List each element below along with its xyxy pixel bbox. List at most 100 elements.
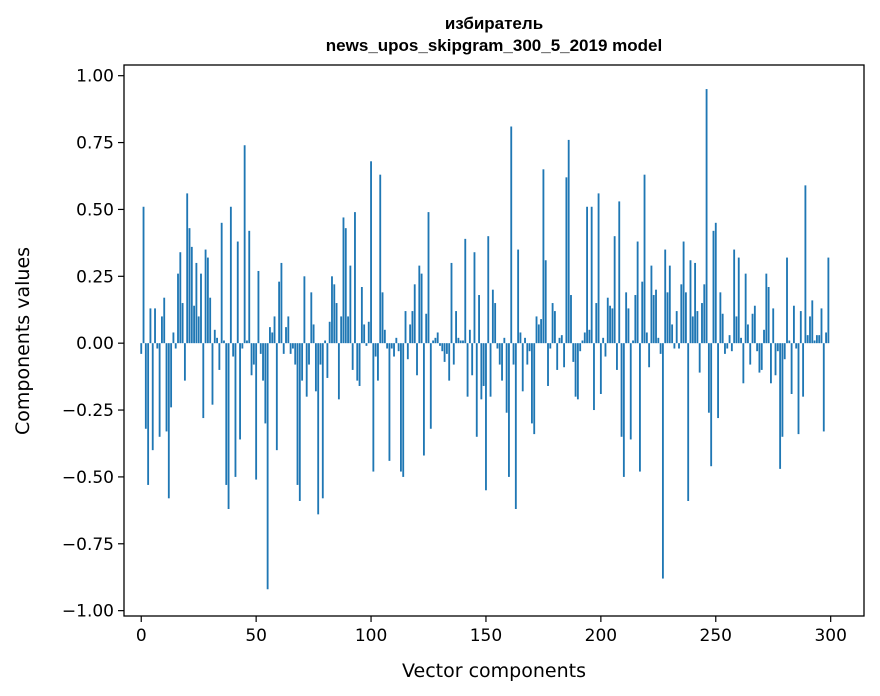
bar-component-75 bbox=[312, 324, 315, 344]
bar-component-149 bbox=[482, 343, 485, 386]
bar-component-181 bbox=[556, 343, 559, 370]
bar-component-61 bbox=[280, 262, 283, 344]
bar-component-86 bbox=[337, 343, 340, 400]
bar-component-141 bbox=[464, 238, 467, 344]
bar-component-271 bbox=[763, 329, 765, 344]
bar-component-222 bbox=[650, 265, 653, 344]
bar-component-270 bbox=[760, 343, 763, 370]
y-tick-label: 0.00 bbox=[76, 334, 114, 354]
bar-component-69 bbox=[298, 343, 301, 501]
bar-component-90 bbox=[347, 316, 349, 344]
y-tick-label: 0.25 bbox=[76, 267, 114, 287]
bar-component-52 bbox=[259, 343, 262, 354]
bar-component-20 bbox=[186, 193, 189, 344]
bar-component-97 bbox=[363, 324, 366, 344]
bar-component-171 bbox=[533, 343, 536, 435]
bar-component-251 bbox=[717, 343, 719, 419]
bar-component-278 bbox=[779, 343, 782, 469]
bar-component-196 bbox=[590, 206, 593, 344]
bar-component-260 bbox=[737, 257, 740, 344]
bar-component-236 bbox=[682, 241, 685, 344]
bar-component-107 bbox=[386, 343, 389, 349]
bar-component-22 bbox=[190, 246, 193, 344]
bar-component-238 bbox=[687, 343, 690, 501]
bar-component-59 bbox=[275, 343, 278, 451]
bar-component-184 bbox=[563, 343, 566, 368]
bar-component-292 bbox=[811, 300, 814, 344]
bar-component-13 bbox=[170, 343, 173, 408]
bar-component-277 bbox=[776, 343, 779, 352]
bar-component-217 bbox=[639, 343, 641, 472]
bar-component-259 bbox=[735, 316, 738, 344]
bar-component-290 bbox=[806, 335, 809, 344]
bar-component-33 bbox=[216, 337, 218, 344]
bar-component-103 bbox=[377, 343, 379, 381]
bar-component-273 bbox=[767, 287, 770, 344]
bar-component-17 bbox=[179, 252, 182, 344]
bar-component-231 bbox=[671, 324, 674, 344]
bar-component-204 bbox=[609, 305, 611, 344]
bar-component-28 bbox=[204, 249, 207, 344]
bar-component-135 bbox=[450, 262, 453, 344]
bar-component-253 bbox=[721, 313, 724, 344]
bar-component-1 bbox=[142, 206, 145, 344]
bar-component-286 bbox=[797, 343, 800, 435]
bar-component-207 bbox=[616, 343, 618, 370]
bar-component-261 bbox=[740, 337, 742, 344]
bar-component-180 bbox=[553, 311, 556, 344]
bar-component-194 bbox=[586, 206, 588, 344]
bar-component-294 bbox=[815, 335, 818, 344]
bar-component-198 bbox=[595, 303, 598, 344]
bars-layer bbox=[140, 89, 830, 590]
bar-component-154 bbox=[494, 303, 497, 344]
bar-component-226 bbox=[659, 343, 662, 354]
bar-component-213 bbox=[629, 343, 632, 440]
bar-component-38 bbox=[227, 343, 230, 509]
plot-frame bbox=[123, 64, 865, 617]
bar-component-166 bbox=[521, 343, 524, 392]
bar-component-50 bbox=[255, 343, 258, 480]
bar-component-284 bbox=[792, 305, 795, 344]
y-tick-label: −0.75 bbox=[62, 535, 114, 555]
bar-component-250 bbox=[714, 222, 717, 344]
bar-component-11 bbox=[165, 343, 168, 432]
bar-component-189 bbox=[574, 343, 577, 397]
bar-component-224 bbox=[655, 289, 657, 344]
y-tick-label: −1.00 bbox=[62, 602, 114, 622]
bar-component-27 bbox=[202, 343, 205, 419]
bar-component-218 bbox=[641, 281, 644, 344]
bar-component-119 bbox=[413, 284, 416, 344]
bar-component-71 bbox=[303, 276, 306, 344]
bar-component-160 bbox=[508, 343, 510, 477]
bar-component-96 bbox=[360, 287, 363, 344]
bar-component-168 bbox=[526, 343, 529, 365]
bar-component-63 bbox=[285, 327, 287, 344]
bar-component-298 bbox=[825, 332, 827, 344]
bar-component-246 bbox=[705, 89, 708, 344]
bar-component-202 bbox=[604, 343, 607, 357]
x-tick-label: 300 bbox=[814, 626, 846, 646]
bar-component-30 bbox=[209, 297, 212, 344]
bar-component-116 bbox=[406, 343, 409, 360]
bar-component-2 bbox=[144, 343, 147, 429]
bar-component-179 bbox=[551, 303, 554, 344]
bar-component-170 bbox=[531, 343, 533, 424]
bar-component-237 bbox=[684, 292, 687, 344]
bar-component-195 bbox=[588, 329, 591, 344]
bar-component-272 bbox=[765, 273, 768, 344]
bar-component-211 bbox=[625, 292, 628, 344]
bar-component-243 bbox=[698, 343, 701, 373]
bar-component-252 bbox=[719, 292, 722, 344]
bar-component-191 bbox=[579, 343, 582, 352]
bar-component-177 bbox=[547, 343, 549, 386]
bar-component-232 bbox=[673, 343, 676, 349]
bar-component-48 bbox=[250, 343, 253, 376]
x-tick-label: 0 bbox=[136, 626, 147, 646]
bar-component-95 bbox=[358, 343, 361, 386]
bar-component-112 bbox=[397, 343, 400, 352]
bar-component-296 bbox=[820, 308, 823, 344]
bar-component-100 bbox=[370, 161, 372, 344]
bar-component-165 bbox=[519, 332, 522, 344]
bar-component-185 bbox=[565, 177, 568, 344]
bar-component-183 bbox=[560, 335, 563, 344]
